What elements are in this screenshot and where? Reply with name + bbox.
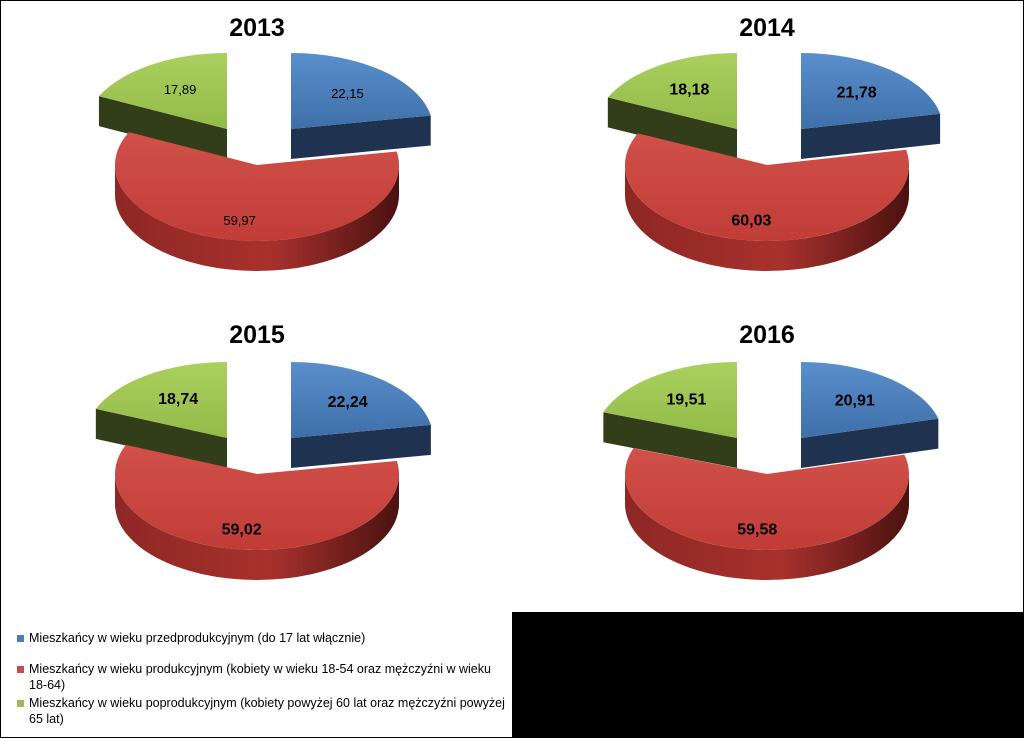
slice-top — [114, 444, 399, 550]
slice-side-face — [607, 97, 737, 159]
chart-title: 2016 — [739, 321, 795, 349]
pie-slice-pre-productive: 22,15 — [291, 53, 431, 159]
pie-chart-2015: 2015 18,74 22,24 59,02 — [95, 321, 431, 580]
pie-chart-2013: 2013 17,89 22,15 59,97 — [98, 14, 431, 271]
legend-label: Mieszkańcy w wieku poprodukcyjnym (kobie… — [29, 696, 505, 726]
chart-title: 2014 — [739, 14, 795, 42]
slice-side-face — [95, 408, 227, 468]
slice-side-face — [98, 96, 228, 159]
slice-side-face — [603, 412, 737, 468]
slice-side-face — [291, 424, 431, 468]
slice-top — [625, 448, 909, 551]
black-block — [512, 612, 1024, 738]
slice-outer-wall — [115, 165, 399, 271]
data-label: 22,24 — [328, 394, 368, 411]
pie-slice-productive: 59,58 — [625, 448, 909, 580]
slice-top — [291, 362, 431, 438]
data-label: 20,91 — [835, 393, 875, 410]
slice-top — [115, 132, 399, 241]
chart-title: 2013 — [229, 14, 285, 42]
slice-top — [801, 362, 939, 438]
pie-chart-2014: 2014 18,18 21,78 60,03 — [607, 14, 941, 271]
data-label: 60,03 — [731, 212, 771, 229]
legend-swatch-red — [17, 666, 24, 673]
slice-top — [607, 52, 737, 129]
legend-label: Mieszkańcy w wieku produkcyjnym (kobiety… — [29, 662, 491, 692]
data-label: 21,78 — [837, 84, 877, 101]
data-label: 59,02 — [222, 521, 262, 538]
legend-item-post-productive: Mieszkańcy w wieku poprodukcyjnym (kobie… — [14, 695, 506, 727]
slice-top — [291, 53, 431, 129]
pie-slice-post-productive: 17,89 — [98, 52, 228, 159]
chart-title: 2015 — [229, 321, 285, 349]
pie-slice-productive: 60,03 — [625, 133, 909, 271]
legend: Mieszkańcy w wieku przedprodukcyjnym (do… — [14, 626, 506, 727]
pie-slice-post-productive: 19,51 — [603, 362, 737, 468]
pie-slice-productive: 59,97 — [115, 132, 399, 271]
pie-slice-productive: 59,02 — [114, 444, 399, 580]
slice-outer-wall — [115, 474, 399, 580]
data-label: 22,15 — [331, 86, 364, 101]
slice-top — [95, 362, 227, 438]
data-label: 59,97 — [223, 213, 256, 228]
slice-top — [98, 52, 228, 129]
pie-slice-post-productive: 18,74 — [95, 362, 227, 468]
pie-slice-pre-productive: 20,91 — [801, 362, 939, 468]
slice-side-face — [291, 115, 431, 159]
data-label: 59,58 — [737, 522, 777, 539]
data-label: 17,89 — [164, 82, 197, 97]
data-label: 18,74 — [158, 391, 198, 408]
pie-slice-pre-productive: 21,78 — [801, 53, 941, 159]
legend-label: Mieszkańcy w wieku przedprodukcyjnym (do… — [29, 631, 366, 645]
slice-side-face — [801, 113, 941, 159]
slice-top — [625, 133, 909, 242]
pie-chart-2016: 2016 19,51 20,91 59,58 — [603, 321, 939, 580]
legend-swatch-green — [17, 700, 24, 707]
slice-outer-wall — [625, 165, 909, 271]
slice-side-face — [801, 418, 939, 468]
slice-top — [603, 362, 737, 438]
pie-slice-post-productive: 18,18 — [607, 52, 737, 159]
slice-outer-wall — [625, 474, 909, 580]
legend-item-pre-productive: Mieszkańcy w wieku przedprodukcyjnym (do… — [14, 630, 506, 646]
data-label: 19,51 — [666, 391, 706, 408]
data-label: 18,18 — [669, 81, 709, 98]
legend-swatch-blue — [17, 635, 24, 642]
pie-slice-pre-productive: 22,24 — [291, 362, 431, 468]
slice-top — [801, 53, 941, 129]
legend-item-productive: Mieszkańcy w wieku produkcyjnym (kobiety… — [14, 661, 506, 693]
